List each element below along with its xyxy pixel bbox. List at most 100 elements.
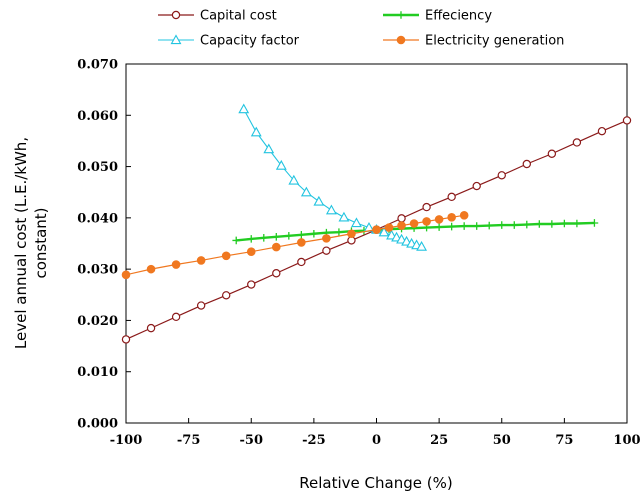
data-point-capital-cost xyxy=(472,181,481,191)
legend-label: Effeciency xyxy=(425,9,492,24)
data-point-electricity-generation xyxy=(272,242,281,252)
data-point-capital-cost xyxy=(196,301,206,310)
data-point-electricity-generation xyxy=(221,251,231,261)
legend-swatch-marker xyxy=(396,35,406,45)
data-point-capital-cost xyxy=(221,291,231,300)
series-electricity-generation xyxy=(121,210,469,280)
legend-label: Electricity generation xyxy=(425,34,564,49)
legend-label: Capacity factor xyxy=(200,34,300,49)
data-point-capital-cost xyxy=(146,323,156,333)
data-point-effeciency xyxy=(435,223,443,231)
data-point-effeciency xyxy=(247,235,256,243)
data-point-effeciency xyxy=(259,234,268,242)
data-point-electricity-generation xyxy=(459,210,469,220)
data-point-effeciency xyxy=(272,233,281,241)
data-point-capacity-factor xyxy=(313,195,325,206)
data-point-electricity-generation xyxy=(297,238,306,247)
data-point-electricity-generation xyxy=(409,219,419,228)
data-point-electricity-generation xyxy=(372,225,381,234)
data-point-electricity-generation xyxy=(121,270,131,280)
legend-swatch-marker xyxy=(171,10,181,20)
data-point-capital-cost xyxy=(397,214,406,223)
data-point-capital-cost xyxy=(547,149,557,158)
y-tick-label: 0.070 xyxy=(77,58,118,73)
data-point-effeciency xyxy=(447,222,456,231)
y-axis-title-line2: constant) xyxy=(32,207,50,278)
data-point-effeciency xyxy=(485,221,494,230)
data-point-capital-cost xyxy=(247,280,256,289)
y-tick-label: 0.020 xyxy=(77,314,118,329)
legend-swatch-marker xyxy=(170,34,182,45)
data-point-capital-cost xyxy=(572,138,582,147)
data-point-electricity-generation xyxy=(422,217,431,226)
y-tick-label: 0.010 xyxy=(77,365,118,380)
data-point-electricity-generation xyxy=(347,229,356,239)
data-point-electricity-generation xyxy=(246,247,256,257)
data-point-capacity-factor xyxy=(416,240,428,251)
x-tick-label: -75 xyxy=(177,433,201,448)
data-point-capital-cost xyxy=(121,335,131,344)
data-point-electricity-generation xyxy=(447,213,456,222)
data-point-effeciency xyxy=(548,220,556,228)
data-point-effeciency xyxy=(297,230,306,239)
y-tick-label: 0.030 xyxy=(77,263,118,278)
x-tick-label: 50 xyxy=(493,433,511,448)
data-point-effeciency xyxy=(285,232,293,240)
data-point-electricity-generation xyxy=(322,234,331,243)
y-tick-label: 0.050 xyxy=(77,160,118,175)
data-point-effeciency xyxy=(535,220,544,228)
legend-item-electricity-generation: Electricity generation xyxy=(383,34,564,49)
x-tick-label: 100 xyxy=(613,433,640,448)
legend-item-capital-cost: Capital cost xyxy=(158,9,277,24)
data-point-capacity-factor xyxy=(263,143,275,154)
data-point-capacity-factor xyxy=(238,103,250,114)
plot-area xyxy=(125,63,628,424)
data-point-capital-cost xyxy=(522,159,532,169)
data-point-capital-cost xyxy=(447,192,456,202)
data-point-electricity-generation xyxy=(434,215,444,224)
x-tick-label: 75 xyxy=(555,433,573,448)
data-point-capital-cost xyxy=(272,269,281,278)
data-point-electricity-generation xyxy=(171,260,181,269)
x-axis-title: Relative Change (%) xyxy=(299,474,452,492)
x-axis-ticks: -100 -75 -50 -25 0 25 50 75 100 xyxy=(110,418,640,448)
data-point-electricity-generation xyxy=(384,223,394,232)
data-point-electricity-generation xyxy=(397,221,406,230)
data-point-effeciency xyxy=(232,236,241,245)
series-group xyxy=(121,103,632,344)
x-tick-label: -25 xyxy=(302,433,326,448)
data-point-capital-cost xyxy=(622,116,632,125)
y-tick-label: 0.040 xyxy=(77,211,118,226)
legend-item-effeciency: Effeciency xyxy=(383,9,492,24)
data-point-capital-cost xyxy=(297,257,306,267)
data-point-capacity-factor xyxy=(338,211,350,222)
data-point-effeciency xyxy=(497,221,506,229)
x-tick-label: 25 xyxy=(430,433,448,448)
y-axis-title-line1: Level annual cost (L.E./kWh, xyxy=(12,137,30,349)
data-point-capital-cost xyxy=(597,126,607,136)
data-point-effeciency xyxy=(335,228,343,237)
data-point-effeciency xyxy=(560,219,569,228)
data-point-capacity-factor xyxy=(288,174,300,185)
data-point-capacity-factor xyxy=(250,126,262,137)
data-point-electricity-generation xyxy=(146,264,156,274)
data-point-effeciency xyxy=(460,222,468,230)
legend-label: Capital cost xyxy=(200,9,277,24)
x-tick-label: 0 xyxy=(372,433,381,448)
x-tick-label: -100 xyxy=(110,433,143,448)
y-tick-label: 0.060 xyxy=(77,109,118,124)
data-point-effeciency xyxy=(523,220,531,229)
y-axis-title: Level annual cost (L.E./kWh, constant) xyxy=(12,137,50,349)
data-point-capital-cost xyxy=(171,312,181,322)
y-tick-label: 0.000 xyxy=(77,417,118,432)
data-point-effeciency xyxy=(472,222,481,230)
data-point-capacity-factor xyxy=(325,204,337,215)
legend-item-capacity-factor: Capacity factor xyxy=(158,34,300,49)
data-point-capacity-factor xyxy=(351,217,362,228)
data-point-capacity-factor xyxy=(275,159,287,170)
legend-swatch-marker xyxy=(397,11,405,19)
data-point-capital-cost xyxy=(422,202,431,212)
data-point-effeciency xyxy=(573,219,581,228)
data-point-capital-cost xyxy=(322,246,331,255)
legend: Capital cost Effeciency Capacity factor Ele… xyxy=(158,9,564,49)
